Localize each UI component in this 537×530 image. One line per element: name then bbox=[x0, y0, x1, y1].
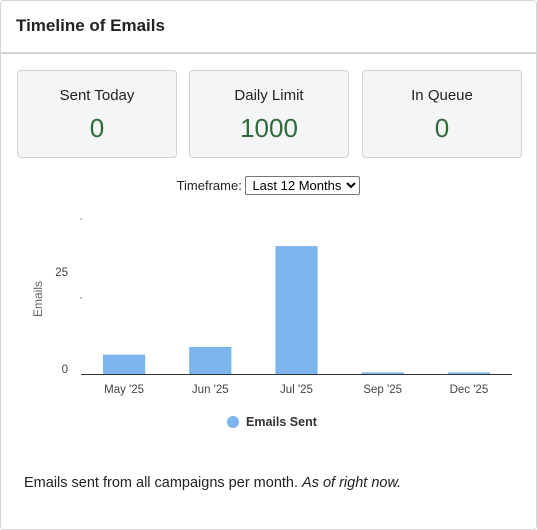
y-tick-label: 25 bbox=[55, 267, 68, 279]
legend-marker bbox=[227, 416, 239, 428]
bar-4[interactable] bbox=[447, 372, 490, 374]
stat-label: Sent Today bbox=[59, 87, 135, 104]
chart-caption: Emails sent from all campaigns per month… bbox=[24, 475, 401, 491]
x-tick-label: Sep '25 bbox=[363, 384, 402, 396]
timeframe-label: Timeframe: bbox=[176, 178, 242, 193]
x-tick-label: Dec '25 bbox=[450, 384, 489, 396]
bars bbox=[103, 246, 490, 374]
stat-value: 1000 bbox=[240, 113, 298, 143]
stat-value: 0 bbox=[89, 113, 105, 143]
legend[interactable]: Emails Sent bbox=[227, 415, 318, 429]
x-tick-label: Jun '25 bbox=[192, 384, 229, 396]
x-ticks: May '25 Jun '25 Jul '25 Sep '25 Dec '25 bbox=[104, 384, 488, 396]
y-tick-label: 0 bbox=[62, 364, 68, 376]
stat-label: Daily Limit bbox=[234, 87, 304, 104]
y-ticks: 0 25 bbox=[55, 218, 82, 376]
bar-2[interactable] bbox=[275, 246, 318, 374]
stat-value: 0 bbox=[434, 113, 450, 143]
card-header: Timeline of Emails bbox=[1, 1, 536, 54]
bar-0[interactable] bbox=[103, 354, 146, 374]
bar-1[interactable] bbox=[189, 346, 232, 374]
stat-daily-limit: Daily Limit 1000 bbox=[189, 70, 349, 158]
y-axis-label: Emails bbox=[31, 281, 45, 317]
card-title: Timeline of Emails bbox=[16, 16, 165, 35]
bar-3[interactable] bbox=[361, 372, 404, 374]
stat-label: In Queue bbox=[411, 87, 473, 104]
x-tick-label: Jul '25 bbox=[280, 384, 313, 396]
timeframe-control: Timeframe: Last 12 Months bbox=[1, 176, 536, 195]
emails-bar-chart: Emails 0 25 May '25 Jun '25 Jul '25 Sep '25 D… bbox=[31, 218, 512, 429]
legend-label[interactable]: Emails Sent bbox=[246, 415, 318, 429]
timeframe-select[interactable]: Last 12 Months bbox=[245, 176, 361, 195]
x-tick-label: May '25 bbox=[104, 384, 144, 396]
stat-in-queue: In Queue 0 bbox=[362, 70, 522, 158]
caption-text: Emails sent from all campaigns per month… bbox=[24, 475, 298, 491]
stat-sent-today: Sent Today 0 bbox=[17, 70, 177, 158]
caption-note: As of right now. bbox=[302, 475, 402, 491]
